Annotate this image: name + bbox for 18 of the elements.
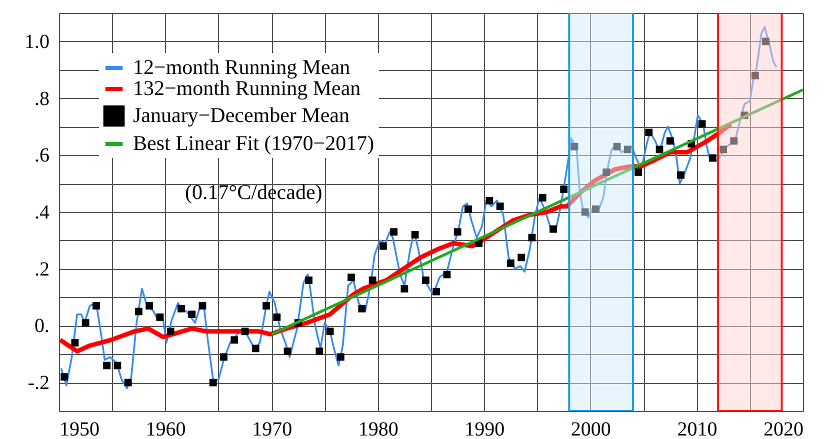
x-tick-label: 2010 bbox=[677, 418, 718, 439]
legend-label: Best Linear Fit (1970−2017) bbox=[133, 131, 374, 155]
y-tick-label: -.2 bbox=[28, 372, 50, 394]
legend-label: 12−month Running Mean bbox=[133, 55, 351, 79]
y-tick-label: .8 bbox=[34, 88, 50, 110]
y-tick-label: 1.0 bbox=[24, 30, 50, 53]
legend-label: January−December Mean bbox=[133, 103, 350, 127]
x-tick-label: 1990 bbox=[464, 418, 505, 439]
x-tick-label: 2020 bbox=[764, 418, 804, 439]
x-tick-label: 1970 bbox=[252, 418, 292, 439]
x-tick-label: 2000 bbox=[570, 418, 611, 439]
y-tick-label: .4 bbox=[34, 202, 50, 224]
x-tick-label: 1980 bbox=[358, 418, 398, 439]
x-tick-label: 1960 bbox=[146, 418, 186, 439]
y-tick-label: 0. bbox=[34, 315, 50, 338]
y-tick-label: .6 bbox=[34, 144, 50, 167]
x-tick-label: 1950 bbox=[60, 418, 100, 439]
y-tick-label: .2 bbox=[34, 258, 50, 280]
